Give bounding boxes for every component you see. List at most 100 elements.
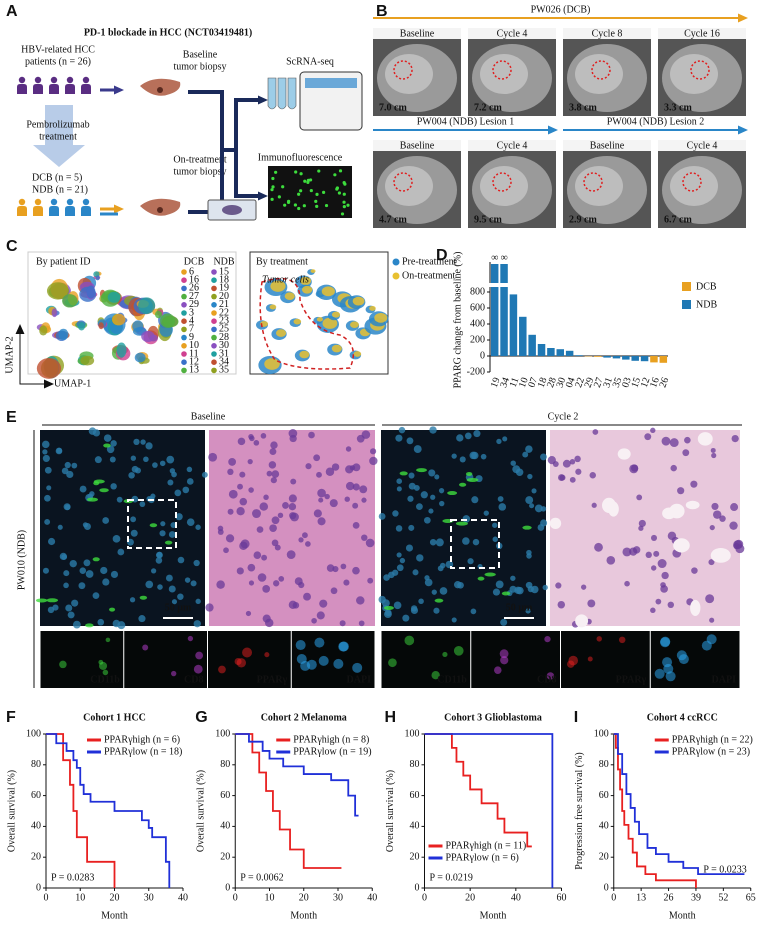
channel-signal bbox=[453, 645, 464, 656]
survival-curve bbox=[613, 733, 697, 888]
nucleus bbox=[170, 522, 177, 529]
he-nucleus bbox=[569, 459, 576, 465]
nucleus bbox=[159, 460, 166, 467]
cd11b-cell bbox=[35, 598, 48, 603]
tumor-size: 2.9 cm bbox=[569, 214, 597, 225]
nucleus bbox=[140, 439, 146, 445]
umap-cluster bbox=[134, 352, 146, 363]
umap-cluster bbox=[160, 313, 176, 328]
he-nucleus bbox=[252, 509, 261, 519]
nucleus bbox=[160, 521, 166, 527]
umap-cluster bbox=[46, 282, 69, 300]
nucleus bbox=[418, 598, 424, 605]
nucleus bbox=[529, 503, 535, 509]
he-nucleus bbox=[236, 567, 244, 575]
cell-dot bbox=[302, 204, 306, 208]
nucleus bbox=[79, 567, 87, 574]
nucleus bbox=[514, 586, 522, 595]
umap-title: By treatment bbox=[256, 256, 308, 267]
person-icon bbox=[33, 206, 43, 216]
he-nucleus bbox=[237, 483, 243, 490]
he-nucleus bbox=[248, 433, 254, 440]
legend-dot bbox=[211, 310, 217, 316]
cell-dot bbox=[277, 195, 281, 199]
nucleus bbox=[534, 504, 543, 513]
he-nucleus bbox=[330, 587, 338, 595]
he-nucleus bbox=[361, 497, 367, 503]
scan-label-bg bbox=[658, 28, 746, 39]
nucleus bbox=[117, 621, 126, 630]
channel-signal bbox=[500, 656, 509, 665]
legend-label: PPARγlow (n = 19) bbox=[293, 746, 371, 757]
x-tick-label: 40 bbox=[511, 892, 521, 903]
he-nucleus bbox=[645, 551, 652, 559]
he-vacuole bbox=[602, 497, 616, 513]
nucleus bbox=[143, 456, 149, 463]
nucleus bbox=[531, 488, 537, 494]
y-tick-label: 0 bbox=[225, 882, 230, 893]
tumor-icon bbox=[157, 207, 163, 213]
umap-cluster bbox=[58, 328, 69, 341]
cell-dot bbox=[274, 170, 278, 174]
umap-axis-label: UMAP-2 bbox=[4, 336, 15, 373]
y-tick-label: 0 bbox=[36, 882, 41, 893]
connector bbox=[234, 98, 260, 198]
patient-id: 4 bbox=[189, 315, 194, 326]
he-nucleus bbox=[317, 517, 326, 526]
legend-label: PPARγlow (n = 23) bbox=[672, 746, 750, 757]
he-nucleus bbox=[317, 488, 326, 498]
he-nucleus bbox=[667, 601, 675, 609]
nucleus bbox=[145, 442, 153, 450]
person-icon bbox=[66, 198, 74, 206]
he-nucleus bbox=[345, 481, 355, 491]
patient-id: 23 bbox=[219, 315, 229, 326]
bar bbox=[509, 294, 518, 356]
he-nucleus bbox=[367, 577, 374, 584]
scan-label-bg bbox=[373, 28, 461, 39]
he-vacuole bbox=[710, 548, 731, 563]
nucleus bbox=[395, 525, 403, 532]
person-icon bbox=[18, 76, 26, 84]
patient-id: 21 bbox=[219, 299, 229, 310]
value-label: ∞ bbox=[491, 252, 498, 263]
y-tick-label: 20 bbox=[220, 851, 230, 862]
channel-image bbox=[124, 631, 207, 688]
nucleus bbox=[64, 504, 71, 511]
x-tick-label: 26 bbox=[658, 376, 672, 389]
he-nucleus bbox=[278, 576, 285, 582]
he-nucleus bbox=[262, 585, 271, 593]
he-nucleus bbox=[245, 610, 252, 617]
scan-label-bg bbox=[468, 140, 556, 151]
channel-label: CD11b bbox=[90, 674, 120, 685]
cell-dot bbox=[283, 203, 287, 207]
he-nucleus bbox=[228, 458, 237, 466]
channel-signal bbox=[187, 635, 194, 642]
y-tick-label: 20 bbox=[410, 851, 420, 862]
umap-cluster bbox=[353, 351, 362, 357]
scan-label: Baseline bbox=[400, 28, 435, 39]
tumor-outline bbox=[492, 172, 512, 192]
umap-cluster bbox=[300, 276, 312, 286]
on-treatment-biopsy-label: tumor biopsy bbox=[173, 166, 226, 177]
nucleus bbox=[502, 436, 508, 442]
cell-dot bbox=[308, 178, 313, 182]
cell-dot bbox=[270, 188, 274, 192]
tumor-label: Tumor cells bbox=[262, 274, 309, 285]
nucleus bbox=[396, 564, 404, 572]
nucleus bbox=[110, 440, 117, 447]
he-vacuole bbox=[690, 599, 701, 617]
arrow-head bbox=[15, 324, 25, 334]
axis-break bbox=[486, 283, 668, 287]
nucleus bbox=[510, 460, 516, 466]
legend-dot bbox=[211, 326, 217, 333]
he-nucleus bbox=[650, 565, 657, 571]
channel-signal bbox=[218, 665, 226, 674]
person-icon bbox=[49, 84, 59, 94]
nucleus bbox=[492, 536, 498, 542]
scan-label-bg bbox=[563, 28, 651, 39]
x-tick-label: 11 bbox=[508, 376, 522, 389]
he-nucleus bbox=[282, 502, 289, 509]
he-nucleus bbox=[730, 503, 739, 511]
cd11b-cell bbox=[522, 525, 532, 530]
